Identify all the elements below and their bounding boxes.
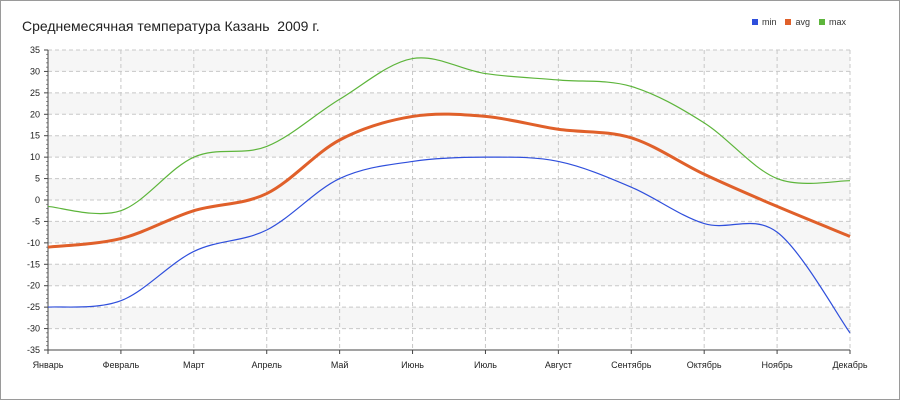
plot-band [48,307,850,329]
data-point-avg [485,116,487,118]
y-tick-label: -25 [27,302,40,312]
x-tick-label: Ноябрь [761,360,793,370]
data-point-max [193,156,195,158]
data-point-min [703,223,705,225]
data-point-max [485,73,487,75]
data-point-avg [703,173,705,175]
x-tick-label: Март [183,360,205,370]
y-tick-label: 5 [35,174,40,184]
data-point-max [412,58,414,60]
y-tick-label: 35 [30,45,40,55]
x-tick-label: Август [545,360,572,370]
plot-band [48,178,850,200]
legend-label-min: min [761,17,777,27]
x-tick-label: Май [331,360,349,370]
data-point-max [630,86,632,88]
data-point-avg [47,246,49,248]
data-point-max [849,180,851,182]
x-tick-label: Июнь [401,360,424,370]
data-point-min [47,306,49,308]
data-point-avg [849,236,851,238]
data-point-avg [412,116,414,118]
data-point-max [339,98,341,100]
y-tick-label: -10 [27,238,40,248]
legend-item-avg: avg [785,17,810,27]
legend-label-max: max [828,17,846,27]
x-tick-label: Январь [33,360,64,370]
y-tick-label: -30 [27,324,40,334]
legend-item-max: max [818,17,846,27]
data-point-max [47,206,49,208]
data-point-min [630,186,632,188]
y-tick-label: 0 [35,195,40,205]
x-tick-labels: Январь Февраль Март Апрель Май Июнь Июль Август… [33,360,868,370]
data-point-max [120,210,122,212]
data-point-max [776,178,778,180]
data-point-avg [558,128,560,130]
plot-bands [48,50,850,329]
chart-title: Среднемесячная температура Казань 2009 г… [22,18,320,34]
y-tick-label: -5 [32,216,40,226]
data-point-min [266,229,268,231]
y-tick-label: -35 [27,345,40,355]
data-point-min [339,178,341,180]
x-tick-label: Октябрь [687,360,722,370]
plot-band [48,264,850,286]
y-tick-label: 25 [30,88,40,98]
plot-band [48,221,850,243]
data-point-min [193,251,195,253]
data-point-min [412,161,414,163]
data-point-max [703,122,705,124]
y-tick-labels: 35 30 25 20 15 10 5 0 -5 -10 -15 -20 -25 -30 -35 [27,45,40,355]
x-tick-label: Февраль [103,360,140,370]
y-tick-label: -20 [27,281,40,291]
data-point-avg [776,206,778,208]
plot-band [48,135,850,158]
chart-legend: min avg max [751,15,846,29]
data-point-avg [120,238,122,240]
x-tick-label: Декабрь [832,360,867,370]
x-tick-label: Сентябрь [611,360,652,370]
y-tick-label: 10 [30,152,40,162]
plot-band [48,92,850,115]
legend-swatch-avg [785,19,792,25]
data-point-min [776,231,778,233]
legend-swatch-min [751,19,758,25]
y-tick-label: 30 [30,66,40,76]
series-line-max [47,57,851,215]
y-tick-label: 15 [30,131,40,141]
series-line-avg [47,112,851,249]
data-point-min [558,161,560,163]
y-tick-label: 20 [30,109,40,119]
y-tick-label: -15 [27,259,40,269]
legend-swatch-max [818,19,825,25]
data-point-min [849,332,851,334]
chart-axes [44,49,851,354]
x-tick-label: Июль [474,360,497,370]
x-tick-label: Апрель [251,360,282,370]
data-point-avg [339,139,341,141]
plot-band [48,50,850,72]
data-point-min [120,300,122,302]
data-point-avg [266,193,268,195]
data-point-avg [193,210,195,212]
legend-item-min: min [751,17,777,27]
data-point-min [485,156,487,158]
series-lines [47,57,851,334]
data-point-max [266,146,268,148]
data-point-avg [630,137,632,139]
legend-label-avg: avg [795,17,810,27]
data-point-max [558,79,560,81]
series-line-min [47,156,851,334]
